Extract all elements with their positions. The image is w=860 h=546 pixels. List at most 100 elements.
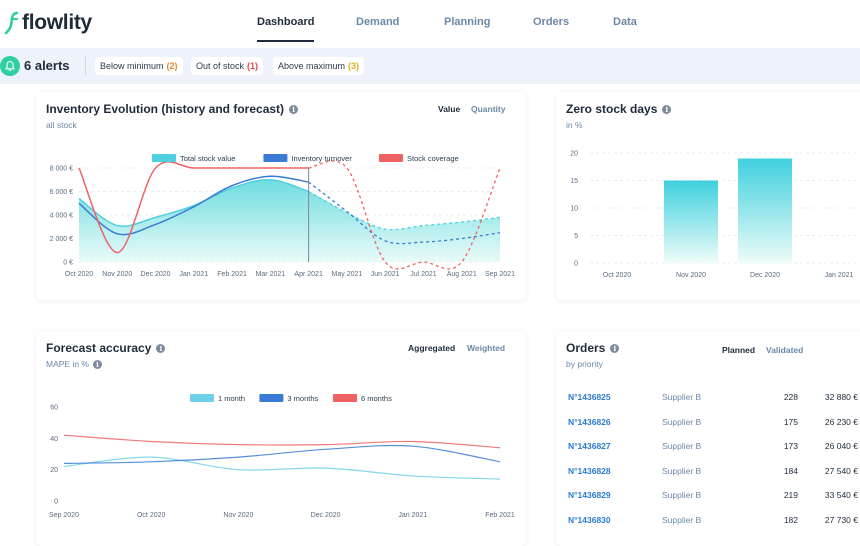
y-tick-label: 5 — [574, 233, 578, 240]
y-tick-label: 10 — [570, 206, 578, 213]
order-row[interactable]: N°1436828 Supplier B 184 27 540 € — [556, 466, 860, 490]
stock-coverage-forecast-line — [308, 160, 501, 270]
card-subtitle: in % — [566, 120, 583, 130]
order-id-link[interactable]: N°1436826 — [568, 417, 611, 427]
card-subtitle-text: MAPE in % — [46, 359, 89, 369]
nav-tab-label: Planning — [444, 16, 491, 28]
order-quantity: 173 — [783, 441, 798, 451]
order-supplier: Supplier B — [662, 515, 702, 525]
order-id-link[interactable]: N°1436825 — [568, 392, 611, 402]
zero-stock-chart: 0 5 10 15 20 Oct 2020 Nov 2020 Dec 2020 Jan 2021 — [570, 151, 860, 279]
toggle-weighted[interactable]: Weighted — [467, 343, 506, 353]
toggle-aggregated[interactable]: Aggregated — [408, 343, 456, 353]
y-tick-label: 0 — [54, 499, 58, 506]
nav-tab-label: Demand — [356, 16, 400, 28]
order-row[interactable]: N°1436826 Supplier B 175 26 230 € — [556, 417, 860, 441]
order-row[interactable]: N°1436830 Supplier B 182 27 730 € — [556, 515, 860, 539]
nav-tab-demand[interactable]: Demand — [356, 16, 399, 28]
nav-tab-label: Data — [613, 16, 637, 28]
y-tick-label: 6 000 € — [50, 189, 73, 196]
brand-logo[interactable]: flowlity — [4, 10, 92, 36]
total-stock-value-forecast-line — [308, 190, 501, 231]
y-tick-label: 0 — [574, 261, 578, 268]
zero-stock-bar — [738, 158, 792, 263]
order-quantity: 219 — [783, 490, 798, 500]
inventory-chart: 0 € 2 000 € 4 000 € 6 000 € 8 000 € Oct 2020 N… — [50, 154, 515, 278]
order-row[interactable]: N°1436827 Supplier B 173 26 040 € — [556, 441, 860, 465]
alert-chip-below-minimum[interactable]: Below minimum (2) — [95, 57, 183, 75]
nav-tab-label: Dashboard — [257, 16, 315, 28]
legend-label: 6 months — [361, 394, 392, 403]
chip-count: (3) — [348, 61, 360, 71]
x-tick-label: Jun 2021 — [371, 271, 400, 278]
order-id-link[interactable]: N°1436830 — [568, 515, 611, 525]
alert-chip-out-of-stock[interactable]: Out of stock (1) — [191, 57, 264, 75]
1-month-accuracy-line — [63, 456, 501, 480]
card-title-text: Inventory Evolution (history and forecas… — [46, 102, 285, 116]
y-tick-label: 20 — [570, 151, 578, 158]
order-id-link[interactable]: N°1436828 — [568, 466, 611, 476]
y-tick-label: 4 000 € — [50, 213, 73, 220]
legend-swatch — [263, 154, 288, 162]
order-id-link[interactable]: N°1436829 — [568, 490, 611, 500]
order-value: 27 540 € — [824, 466, 858, 476]
x-tick-label: Mar 2021 — [256, 271, 286, 278]
x-tick-label: Dec 2020 — [311, 512, 341, 519]
legend-label: Inventory turnover — [291, 154, 352, 163]
info-icon[interactable]: i — [662, 104, 672, 114]
x-tick-label: Feb 2021 — [217, 271, 247, 278]
y-tick-label: 20 — [50, 467, 58, 474]
nav-tab-data[interactable]: Data — [613, 16, 637, 28]
bell-icon[interactable] — [0, 56, 20, 76]
order-quantity: 182 — [783, 515, 798, 525]
order-quantity: 228 — [783, 392, 798, 402]
nav-tab-orders[interactable]: Orders — [533, 16, 569, 28]
card-title: Forecast accuracy i — [46, 341, 166, 355]
forecast-accuracy-chart: 0 20 40 60 Sep 2020 Oct 2020 Nov 2020 Dec 2020 J… — [49, 394, 515, 519]
legend-label: 1 month — [218, 394, 245, 403]
total-stock-value-history-line — [78, 178, 309, 228]
order-value: 32 880 € — [824, 392, 858, 402]
order-quantity: 175 — [783, 417, 798, 427]
card-title-text: Orders — [566, 341, 606, 355]
inventory-turnover-forecast-line — [308, 181, 501, 245]
card-subtitle: MAPE in % i — [46, 359, 102, 369]
x-tick-label: Oct 2020 — [65, 271, 94, 278]
info-icon[interactable]: i — [156, 343, 166, 353]
x-tick-label: Dec 2020 — [750, 272, 780, 279]
legend-swatch — [259, 394, 284, 402]
toggle-validated[interactable]: Validated — [766, 345, 804, 355]
flowlity-logo-icon — [4, 11, 19, 35]
x-tick-label: Apr 2021 — [294, 271, 323, 278]
toggle-quantity[interactable]: Quantity — [471, 104, 506, 114]
card-title-text: Zero stock days — [566, 102, 658, 116]
info-icon[interactable]: i — [610, 343, 620, 353]
x-tick-label: Nov 2020 — [223, 512, 253, 519]
order-row[interactable]: N°1436829 Supplier B 219 33 540 € — [556, 490, 860, 514]
chip-count: (2) — [166, 61, 178, 71]
zero-stock-bar — [664, 180, 718, 263]
order-supplier: Supplier B — [662, 392, 702, 402]
nav-tab-dashboard[interactable]: Dashboard — [257, 16, 315, 42]
6-months-accuracy-line — [63, 434, 501, 449]
nav-tab-planning[interactable]: Planning — [444, 16, 490, 28]
info-icon[interactable]: i — [289, 104, 299, 114]
legend-label: Total stock value — [180, 154, 235, 163]
legend-label: 3 months — [287, 394, 318, 403]
toggle-planned[interactable]: Planned — [722, 345, 756, 355]
stock-value-area — [79, 179, 500, 262]
alert-chip-above-maximum[interactable]: Above maximum (3) — [273, 57, 365, 75]
chip-label: Above maximum — [278, 61, 346, 71]
legend-swatch — [379, 154, 403, 162]
inventory-evolution-card: Inventory Evolution (history and forecas… — [36, 92, 526, 300]
active-tab-indicator — [257, 40, 315, 42]
order-id-link[interactable]: N°1436827 — [568, 441, 611, 451]
x-tick-label: Nov 2020 — [102, 271, 132, 278]
y-tick-label: 40 — [50, 436, 58, 443]
toggle-value[interactable]: Value — [438, 104, 461, 114]
chip-label: Out of stock — [196, 61, 245, 71]
order-row[interactable]: N°1436825 Supplier B 228 32 880 € — [556, 392, 860, 416]
order-value: 26 040 € — [824, 441, 858, 451]
y-tick-label: 2 000 € — [50, 236, 73, 243]
info-icon[interactable]: i — [93, 359, 102, 369]
